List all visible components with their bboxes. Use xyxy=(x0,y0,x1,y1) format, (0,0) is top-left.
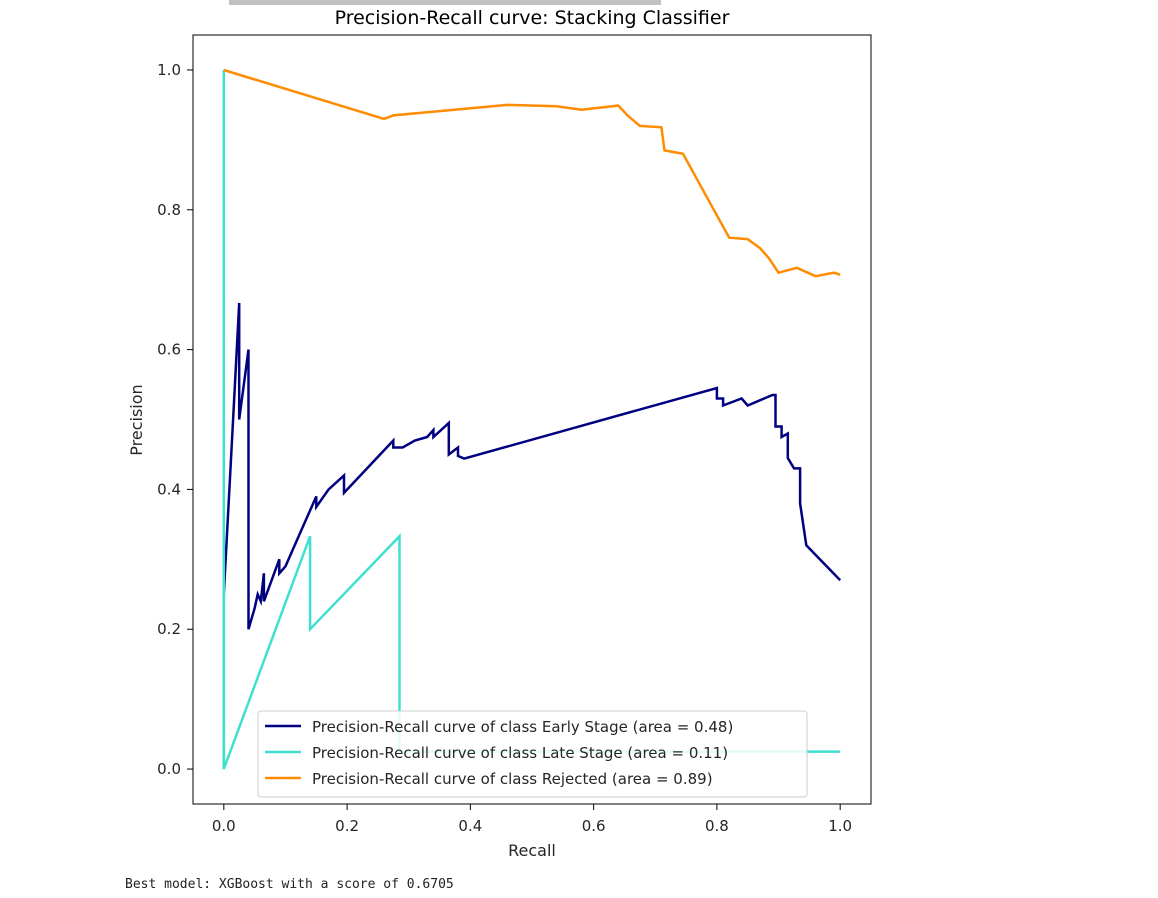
x-axis: 0.0 0.2 0.4 0.6 0.8 1.0 xyxy=(212,804,852,835)
cell-output-text: Best model: XGBoost with a score of 0.67… xyxy=(125,877,454,892)
y-axis: 0.0 0.2 0.4 0.6 0.8 1.0 xyxy=(157,61,193,778)
x-axis-label: Recall xyxy=(508,841,556,860)
x-tick-label: 0.0 xyxy=(212,817,236,835)
x-tick-label: 0.4 xyxy=(458,817,482,835)
y-axis-label: Precision xyxy=(127,384,146,455)
series-line-early-stage xyxy=(222,302,842,769)
legend: Precision-Recall curve of class Early St… xyxy=(257,710,808,798)
plot-area-frame xyxy=(192,34,872,805)
y-tick-label: 0.4 xyxy=(157,480,181,498)
y-tick-label: 0.6 xyxy=(157,341,181,359)
series-layer xyxy=(222,68,842,770)
x-tick-label: 0.6 xyxy=(582,817,606,835)
y-tick-label: 0.8 xyxy=(157,201,181,219)
y-tick-label: 1.0 xyxy=(157,61,181,79)
legend-frame xyxy=(257,710,808,798)
scrollbar[interactable] xyxy=(229,0,661,5)
y-tick-label: 0.2 xyxy=(157,620,181,638)
legend-label-early-stage: Precision-Recall curve of class Early St… xyxy=(312,718,733,736)
x-tick-label: 0.2 xyxy=(335,817,359,835)
series-line-late-stage xyxy=(222,70,841,770)
legend-label-rejected: Precision-Recall curve of class Rejected… xyxy=(312,770,713,788)
chart-title: Precision-Recall curve: Stacking Classif… xyxy=(335,7,730,29)
legend-label-late-stage: Precision-Recall curve of class Late Sta… xyxy=(312,744,728,762)
x-tick-label: 1.0 xyxy=(828,817,852,835)
series-line-rejected xyxy=(223,68,841,278)
y-tick-label: 0.0 xyxy=(157,760,181,778)
x-tick-label: 0.8 xyxy=(705,817,729,835)
